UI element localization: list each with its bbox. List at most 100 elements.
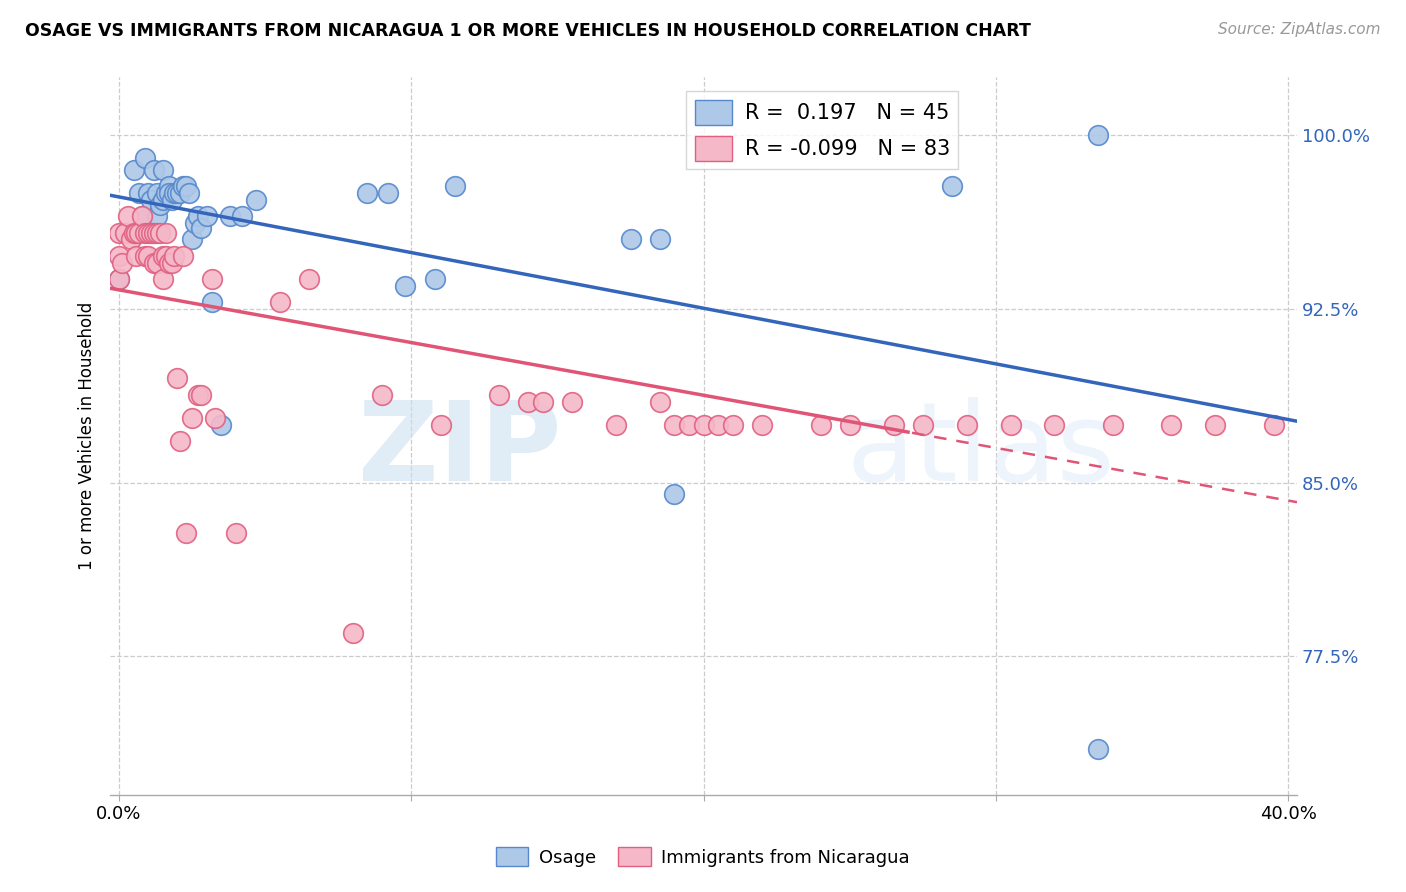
- Point: [122, 163, 145, 178]
- Point: [136, 249, 159, 263]
- Point: [394, 278, 416, 293]
- Point: [751, 417, 773, 432]
- Point: [605, 417, 627, 432]
- Point: [1087, 741, 1109, 756]
- Point: [423, 272, 446, 286]
- Point: [152, 163, 174, 178]
- Point: [1087, 128, 1109, 143]
- Point: [152, 272, 174, 286]
- Point: [108, 226, 131, 240]
- Point: [377, 186, 399, 201]
- Point: [209, 417, 232, 432]
- Point: [678, 417, 700, 432]
- Point: [187, 387, 209, 401]
- Point: [561, 394, 583, 409]
- Point: [177, 186, 200, 201]
- Point: [1043, 417, 1066, 432]
- Point: [342, 626, 364, 640]
- Legend: Osage, Immigrants from Nicaragua: Osage, Immigrants from Nicaragua: [489, 840, 917, 874]
- Legend: R =  0.197   N = 45, R = -0.099   N = 83: R = 0.197 N = 45, R = -0.099 N = 83: [686, 92, 959, 169]
- Point: [1204, 417, 1226, 432]
- Point: [648, 232, 671, 246]
- Point: [174, 526, 197, 541]
- Point: [120, 232, 142, 246]
- Point: [157, 186, 180, 201]
- Point: [155, 186, 177, 201]
- Point: [204, 410, 226, 425]
- Point: [1263, 417, 1285, 432]
- Point: [225, 526, 247, 541]
- Point: [166, 186, 188, 201]
- Point: [131, 210, 153, 224]
- Point: [169, 434, 191, 448]
- Point: [219, 210, 242, 224]
- Point: [444, 179, 467, 194]
- Point: [172, 179, 194, 194]
- Point: [166, 371, 188, 385]
- Point: [269, 295, 291, 310]
- Point: [172, 249, 194, 263]
- Point: [155, 249, 177, 263]
- Point: [160, 255, 183, 269]
- Point: [146, 210, 169, 224]
- Point: [692, 417, 714, 432]
- Y-axis label: 1 or more Vehicles in Household: 1 or more Vehicles in Household: [79, 302, 96, 570]
- Point: [125, 226, 148, 240]
- Point: [231, 210, 253, 224]
- Text: OSAGE VS IMMIGRANTS FROM NICARAGUA 1 OR MORE VEHICLES IN HOUSEHOLD CORRELATION C: OSAGE VS IMMIGRANTS FROM NICARAGUA 1 OR …: [25, 22, 1031, 40]
- Point: [160, 193, 183, 207]
- Point: [664, 417, 686, 432]
- Point: [531, 394, 554, 409]
- Point: [201, 272, 224, 286]
- Point: [157, 255, 180, 269]
- Point: [114, 226, 136, 240]
- Point: [619, 232, 641, 246]
- Point: [108, 272, 131, 286]
- Point: [707, 417, 730, 432]
- Point: [134, 249, 156, 263]
- Point: [190, 221, 212, 235]
- Point: [146, 255, 169, 269]
- Point: [517, 394, 540, 409]
- Point: [134, 152, 156, 166]
- Point: [356, 186, 378, 201]
- Point: [163, 186, 186, 201]
- Point: [157, 179, 180, 194]
- Point: [152, 249, 174, 263]
- Point: [429, 417, 451, 432]
- Point: [245, 193, 267, 207]
- Point: [721, 417, 744, 432]
- Point: [956, 417, 979, 432]
- Point: [169, 186, 191, 201]
- Point: [134, 226, 156, 240]
- Point: [152, 193, 174, 207]
- Point: [174, 179, 197, 194]
- Point: [181, 410, 204, 425]
- Point: [184, 216, 207, 230]
- Point: [139, 226, 162, 240]
- Point: [190, 387, 212, 401]
- Point: [911, 417, 934, 432]
- Point: [146, 186, 169, 201]
- Text: atlas: atlas: [846, 397, 1115, 504]
- Point: [195, 210, 218, 224]
- Point: [664, 487, 686, 501]
- Point: [143, 163, 166, 178]
- Point: [117, 210, 139, 224]
- Point: [143, 255, 166, 269]
- Point: [1160, 417, 1182, 432]
- Point: [149, 198, 172, 212]
- Point: [648, 394, 671, 409]
- Point: [136, 226, 159, 240]
- Point: [146, 226, 169, 240]
- Point: [111, 255, 134, 269]
- Text: ZIP: ZIP: [357, 397, 561, 504]
- Point: [883, 417, 905, 432]
- Point: [371, 387, 394, 401]
- Point: [125, 249, 148, 263]
- Point: [149, 226, 172, 240]
- Point: [187, 210, 209, 224]
- Point: [181, 232, 204, 246]
- Point: [298, 272, 321, 286]
- Point: [941, 179, 963, 194]
